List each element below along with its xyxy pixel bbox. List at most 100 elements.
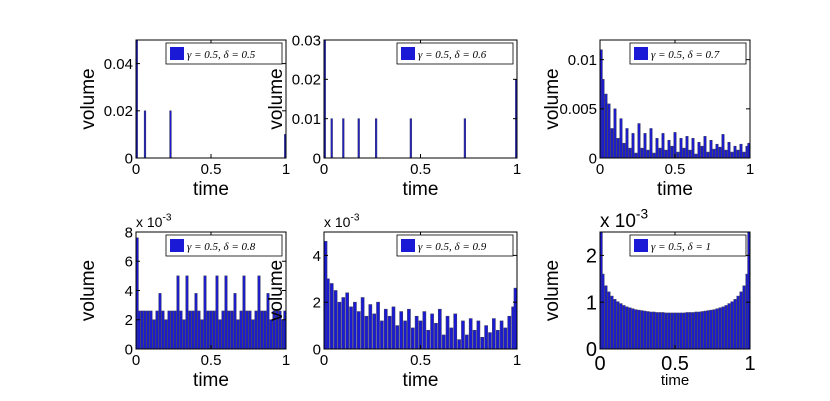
chart-panel-5: 0 0.5 1 0 2 4 x 10-3 time volume γ = 0.5, δ = 0.9 [266,213,521,391]
legend-label: γ = 0.5, δ = 0.7 [651,49,720,61]
bar [715,143,719,159]
bar [430,313,434,350]
bar [709,309,713,350]
bar [329,283,334,350]
bar [616,301,620,350]
bar [372,313,377,350]
bar [640,147,644,159]
bar [215,275,219,350]
legend-swatch [401,47,415,60]
bar [453,313,458,350]
bar [484,325,488,350]
bar [703,310,707,350]
bar [607,103,611,159]
bar [239,310,243,350]
bar [182,319,186,350]
bar [349,306,353,350]
bar [399,311,404,350]
bar [188,310,192,350]
bar [380,320,384,350]
y-tick-label: 0.02 [292,72,321,89]
bar [607,291,611,350]
bar [700,145,704,159]
bar [173,310,177,350]
bar [191,310,195,350]
x-tick-label: 1 [744,353,755,375]
bar [628,307,632,350]
bar [637,123,641,159]
x-axis-label: time [661,372,689,389]
bar [640,310,644,350]
x-tick-label: 0 [132,161,140,178]
legend-swatch [634,47,648,60]
bar [715,308,719,350]
bar [691,312,695,350]
bar [418,320,423,350]
bar [236,319,240,350]
y-exponent-label: x 10-3 [324,213,360,230]
bar [697,141,701,159]
y-exponent-power: -3 [350,213,359,224]
bar [233,293,237,350]
x-tick-label: 0.5 [201,352,222,369]
legend [396,42,514,65]
legend [165,42,283,65]
bar [251,319,255,350]
bar [326,278,330,350]
y-exponent-power: -3 [162,213,171,224]
bar [667,312,671,350]
bar [733,145,737,159]
bar [727,141,731,159]
y-tick-label: 0 [589,150,597,167]
bar [457,339,461,350]
bar [409,118,412,159]
bar [170,310,174,350]
bar [391,306,396,350]
bar [712,148,716,159]
bar [488,332,492,350]
x-tick-label: 0.5 [665,161,686,178]
bar [495,329,500,350]
bar [426,329,431,350]
y-exponent-label: x 10-3 [600,206,648,232]
bar [185,275,189,350]
bar [345,292,349,350]
bar [200,319,204,350]
x-tick-label: 0.5 [410,352,431,369]
y-tick-label: 0.02 [104,103,133,120]
bar [169,110,172,159]
bar [730,301,734,350]
bar [676,151,680,159]
y-axis-label: volume [78,260,99,321]
bar [260,310,264,350]
bar [658,312,662,350]
bar [158,293,162,350]
bar [143,310,147,350]
chart-panel-2: 0 0.5 1 0 0.01 0.02 0.03 time volume γ = 0.5, δ =… [266,32,521,200]
bar [610,128,614,159]
y-tick-label: 8 [125,224,133,241]
bar [368,304,373,350]
y-tick-label: 0.005 [559,101,597,118]
bar [649,311,653,350]
bar [712,309,716,350]
bar [652,152,656,159]
y-tick-label: 4 [313,248,321,265]
bar [682,147,686,159]
bar [492,318,496,350]
bar [155,310,159,350]
legend [165,234,283,257]
bar [604,93,608,159]
bar [161,310,165,350]
y-tick-label: 0 [313,341,321,358]
y-tick-label: 0 [125,150,133,167]
bar [736,295,740,350]
bar [664,149,668,159]
bar [661,133,665,159]
x-axis-label: time [403,179,439,200]
bar [437,308,442,350]
bar [245,310,249,350]
bar [209,310,213,350]
bar [221,310,225,350]
bar [631,308,635,350]
